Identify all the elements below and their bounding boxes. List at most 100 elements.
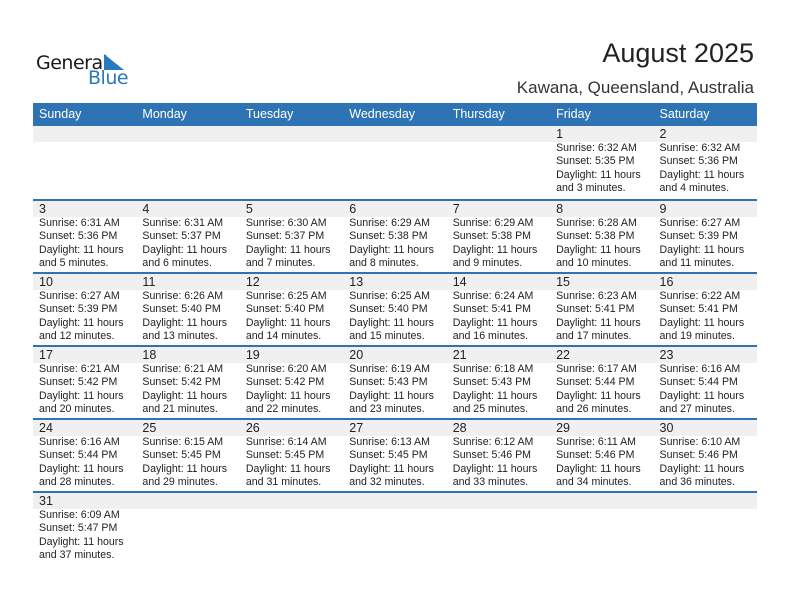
sunrise-text: Sunrise: 6:21 AM bbox=[39, 363, 120, 375]
daylight-text: Daylight: 11 hours bbox=[556, 243, 641, 256]
day-number: 6 bbox=[349, 202, 357, 216]
daylight-text: Daylight: 11 hours bbox=[556, 168, 641, 181]
daylight-text: Daylight: 11 hours bbox=[452, 389, 538, 402]
weekday-friday: Friday bbox=[556, 107, 591, 121]
day-cell: 30 Sunrise: 6:10 AM Sunset: 5:46 PM Dayligh… bbox=[654, 420, 757, 491]
sunset-text: Sunset: 5:43 PM bbox=[349, 376, 428, 389]
empty-cell bbox=[33, 126, 136, 199]
daylight-text: Daylight: 11 hours bbox=[39, 243, 124, 256]
weekday-monday: Monday bbox=[142, 107, 187, 121]
day-cell: 9 Sunrise: 6:27 AM Sunset: 5:39 PM Daylight… bbox=[654, 201, 757, 272]
sunset-text: Sunset: 5:47 PM bbox=[39, 522, 118, 535]
day-number: 11 bbox=[142, 275, 156, 289]
daylight-minutes-text: and 31 minutes. bbox=[245, 476, 322, 489]
daylight-minutes-text: and 27 minutes. bbox=[659, 403, 735, 416]
daylight-minutes-text: and 4 minutes. bbox=[659, 182, 730, 195]
sunrise-text: Sunrise: 6:24 AM bbox=[452, 290, 534, 302]
daylight-text: Daylight: 11 hours bbox=[142, 316, 228, 329]
day-cell: 31 Sunrise: 6:09 AM Sunset: 5:47 PM Dayligh… bbox=[33, 493, 136, 564]
day-cell: 7 Sunrise: 6:29 AM Sunset: 5:38 PM Daylight… bbox=[447, 201, 550, 272]
day-number: 23 bbox=[659, 348, 674, 362]
daylight-text: Daylight: 11 hours bbox=[349, 243, 434, 256]
sunrise-text: Sunrise: 6:25 AM bbox=[245, 290, 327, 302]
day-cell: 24 Sunrise: 6:16 AM Sunset: 5:44 PM Dayligh… bbox=[33, 420, 136, 491]
week-row: 3 Sunrise: 6:31 AM Sunset: 5:36 PM Daylight… bbox=[33, 199, 757, 272]
sunset-text: Sunset: 5:44 PM bbox=[556, 376, 635, 389]
daylight-minutes-text: and 6 minutes. bbox=[142, 257, 212, 270]
empty-cell bbox=[343, 493, 446, 564]
day-number: 29 bbox=[556, 421, 571, 435]
weekday-tuesday: Tuesday bbox=[245, 107, 294, 121]
sunset-text: Sunset: 5:41 PM bbox=[452, 303, 532, 316]
logo-general-text: General bbox=[36, 52, 108, 74]
daylight-text: Daylight: 11 hours bbox=[659, 462, 745, 475]
sunset-text: Sunset: 5:42 PM bbox=[142, 376, 221, 389]
daylight-text: Daylight: 11 hours bbox=[349, 462, 434, 475]
sunset-text: Sunset: 5:46 PM bbox=[659, 449, 738, 462]
day-cell: 27 Sunrise: 6:13 AM Sunset: 5:45 PM Dayligh… bbox=[343, 420, 446, 491]
logo-triangle-icon bbox=[104, 54, 124, 70]
daylight-text: Daylight: 11 hours bbox=[349, 316, 434, 329]
sunrise-text: Sunrise: 6:29 AM bbox=[349, 217, 430, 229]
empty-cell bbox=[550, 493, 653, 564]
daylight-minutes-text: and 13 minutes. bbox=[142, 330, 218, 343]
weekday-wednesday: Wednesday bbox=[349, 107, 416, 121]
daylight-text: Daylight: 11 hours bbox=[659, 389, 745, 402]
daylight-minutes-text: and 14 minutes. bbox=[245, 330, 322, 343]
weekday-saturday: Saturday bbox=[659, 107, 710, 121]
day-number: 18 bbox=[142, 348, 157, 362]
daylight-minutes-text: and 22 minutes. bbox=[245, 403, 322, 416]
day-cell: 2 Sunrise: 6:32 AM Sunset: 5:36 PM Daylight… bbox=[654, 126, 757, 199]
day-cell: 15 Sunrise: 6:23 AM Sunset: 5:41 PM Dayligh… bbox=[550, 274, 653, 345]
daylight-text: Daylight: 11 hours bbox=[39, 462, 124, 475]
sunrise-text: Sunrise: 6:16 AM bbox=[39, 436, 120, 448]
sunset-text: Sunset: 5:38 PM bbox=[556, 230, 635, 243]
daylight-minutes-text: and 17 minutes. bbox=[556, 330, 632, 343]
daylight-minutes-text: and 28 minutes. bbox=[39, 476, 115, 489]
sunset-text: Sunset: 5:45 PM bbox=[142, 449, 221, 462]
week-row: 10 Sunrise: 6:27 AM Sunset: 5:39 PM Dayligh… bbox=[33, 272, 757, 345]
date-strip bbox=[33, 347, 757, 363]
daylight-text: Daylight: 11 hours bbox=[39, 389, 124, 402]
sunset-text: Sunset: 5:38 PM bbox=[349, 230, 428, 243]
sunset-text: Sunset: 5:35 PM bbox=[556, 155, 635, 168]
daylight-text: Daylight: 11 hours bbox=[452, 316, 538, 329]
day-number: 8 bbox=[556, 202, 564, 216]
sunrise-text: Sunrise: 6:18 AM bbox=[452, 363, 534, 375]
sunset-text: Sunset: 5:45 PM bbox=[245, 449, 325, 462]
day-cell: 10 Sunrise: 6:27 AM Sunset: 5:39 PM Dayligh… bbox=[33, 274, 136, 345]
daylight-minutes-text: and 33 minutes. bbox=[452, 476, 529, 489]
day-number: 20 bbox=[349, 348, 364, 362]
day-cell: 1 Sunrise: 6:32 AM Sunset: 5:35 PM Daylight… bbox=[550, 126, 653, 199]
daylight-text: Daylight: 11 hours bbox=[245, 389, 331, 402]
weekday-thursday: Thursday bbox=[452, 107, 505, 121]
daylight-text: Daylight: 11 hours bbox=[349, 389, 434, 402]
day-cell: 23 Sunrise: 6:16 AM Sunset: 5:44 PM Dayligh… bbox=[654, 347, 757, 418]
empty-cell bbox=[136, 126, 239, 199]
day-number: 27 bbox=[349, 421, 364, 435]
daylight-minutes-text: and 23 minutes. bbox=[349, 403, 425, 416]
daylight-text: Daylight: 11 hours bbox=[142, 389, 228, 402]
sunset-text: Sunset: 5:41 PM bbox=[659, 303, 738, 316]
daylight-minutes-text: and 20 minutes. bbox=[39, 403, 115, 416]
day-number: 28 bbox=[452, 421, 467, 435]
daylight-minutes-text: and 10 minutes. bbox=[556, 257, 632, 270]
sunrise-text: Sunrise: 6:30 AM bbox=[245, 217, 327, 229]
sunrise-text: Sunrise: 6:31 AM bbox=[142, 217, 224, 229]
date-strip bbox=[33, 274, 757, 290]
sunset-text: Sunset: 5:39 PM bbox=[659, 230, 738, 243]
daylight-minutes-text: and 21 minutes. bbox=[142, 403, 218, 416]
sunrise-text: Sunrise: 6:31 AM bbox=[39, 217, 120, 229]
empty-cell bbox=[240, 126, 343, 199]
daylight-text: Daylight: 11 hours bbox=[556, 462, 641, 475]
day-cell: 25 Sunrise: 6:15 AM Sunset: 5:45 PM Dayligh… bbox=[136, 420, 239, 491]
day-cell: 20 Sunrise: 6:19 AM Sunset: 5:43 PM Dayligh… bbox=[343, 347, 446, 418]
day-cell: 11 Sunrise: 6:26 AM Sunset: 5:40 PM Dayligh… bbox=[136, 274, 239, 345]
daylight-minutes-text: and 9 minutes. bbox=[452, 257, 523, 270]
sunset-text: Sunset: 5:42 PM bbox=[39, 376, 118, 389]
daylight-minutes-text: and 37 minutes. bbox=[39, 549, 115, 562]
sunset-text: Sunset: 5:36 PM bbox=[659, 155, 738, 168]
day-number: 3 bbox=[39, 202, 46, 216]
date-strip bbox=[33, 201, 757, 217]
day-number: 1 bbox=[556, 127, 564, 141]
